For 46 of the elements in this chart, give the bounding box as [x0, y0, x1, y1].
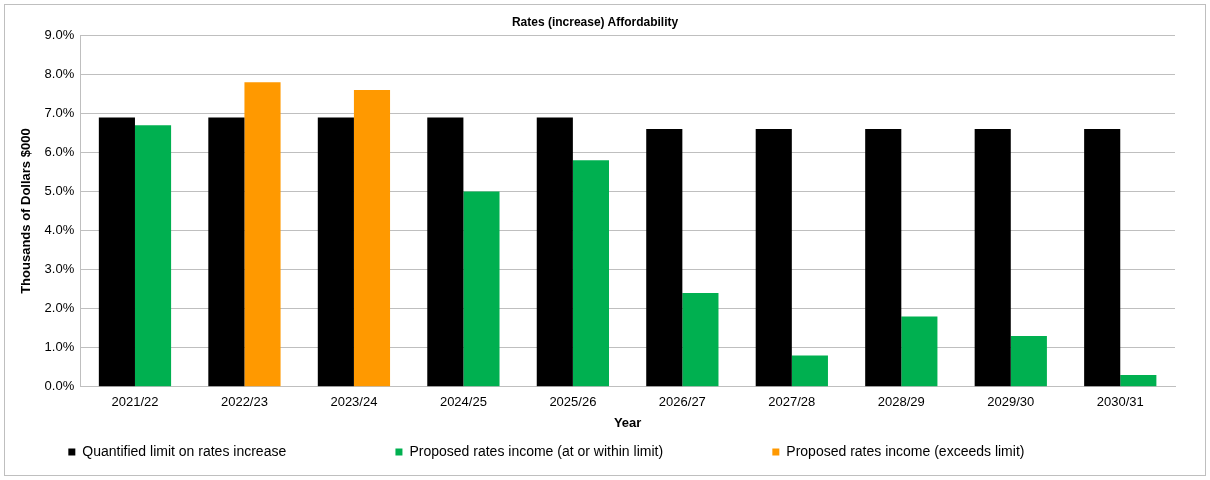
legend-label: Proposed rates income (exceeds limit): [786, 442, 1122, 459]
x-tick-label: 2022/23: [220, 394, 268, 410]
bar: [791, 355, 828, 387]
x-tick-label: 2029/30: [987, 394, 1035, 410]
y-tick-label: 3.0%: [44, 261, 75, 277]
y-tick-label: 1.0%: [44, 339, 75, 355]
bar: [134, 125, 172, 387]
y-tick-label: 6.0%: [44, 144, 75, 160]
x-tick-label: 2027/28: [768, 394, 816, 410]
bar: [427, 117, 464, 387]
legend-label: Quantified limit on rates increase: [82, 442, 384, 459]
legend-label: Proposed rates income (at or within limit): [409, 442, 761, 459]
x-axis-title: Year: [613, 414, 642, 430]
x-tick-label: 2023/24: [330, 394, 378, 410]
bar: [755, 129, 792, 387]
bar: [317, 117, 354, 387]
x-tick-label: 2030/31: [1096, 394, 1144, 410]
y-tick-label: 4.0%: [44, 222, 75, 238]
x-tick-label: 2026/27: [658, 394, 706, 410]
bar: [646, 129, 683, 387]
x-tick-label: 2025/26: [549, 394, 597, 410]
bar: [353, 90, 391, 387]
y-tick-label: 8.0%: [44, 66, 75, 82]
y-tick-label: 0.0%: [44, 378, 75, 394]
y-tick-label: 9.0%: [44, 26, 75, 42]
chart-title: Rates (increase) Affordability: [511, 14, 679, 29]
bar: [244, 82, 281, 387]
x-tick-label: 2024/25: [439, 394, 487, 410]
bar: [682, 293, 719, 387]
bar: [208, 117, 245, 387]
bar: [865, 129, 902, 387]
y-tick-label: 7.0%: [44, 105, 75, 121]
bar: [974, 129, 1011, 387]
x-tick-label: 2021/22: [111, 394, 159, 410]
y-axis-title: Thousands of Dollars $000: [18, 128, 34, 294]
bar: [572, 160, 609, 387]
bar: [1084, 129, 1121, 387]
bar: [536, 117, 573, 387]
bar: [901, 316, 938, 387]
bar: [1010, 336, 1047, 387]
y-tick-label: 5.0%: [44, 183, 75, 199]
x-tick-label: 2028/29: [877, 394, 925, 410]
bar: [98, 117, 135, 387]
bar: [1120, 375, 1157, 387]
y-tick-label: 2.0%: [44, 300, 75, 316]
bar: [463, 191, 500, 387]
